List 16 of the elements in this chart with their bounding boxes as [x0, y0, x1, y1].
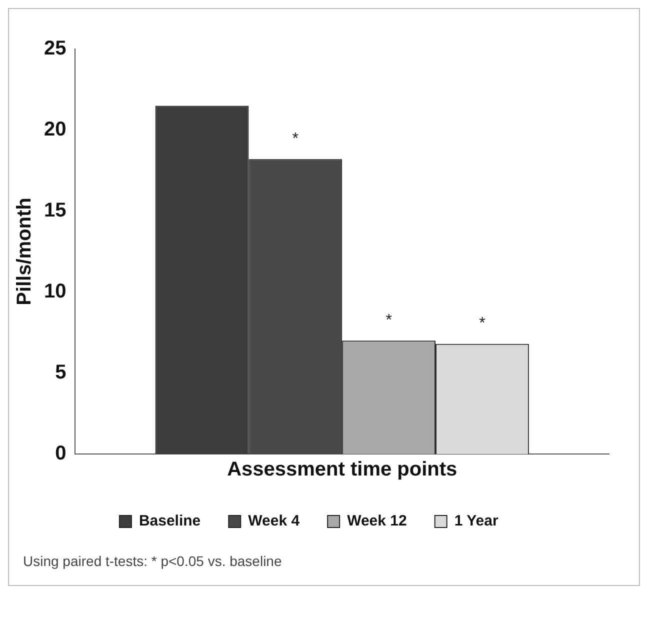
legend-label: Week 4 [248, 512, 300, 530]
y-tick-label: 20 [44, 118, 66, 141]
y-tick-label: 0 [55, 442, 66, 465]
y-axis-title: Pills/month [14, 198, 36, 306]
y-tick-label: 25 [44, 38, 66, 60]
x-axis-title: Assessment time points [227, 458, 458, 481]
text: Using paired t-tests: * p<0.05 vs. baseline [23, 553, 283, 569]
data-label: * [386, 312, 392, 330]
y-tick-label: 5 [55, 362, 66, 384]
y-tick-label: 15 [44, 200, 66, 222]
data-label: * [292, 130, 299, 148]
y-tick-label: 10 [44, 280, 66, 303]
legend-label: Week 12 [347, 512, 407, 530]
data-label: * [479, 315, 486, 332]
legend-label: 1 Year [454, 512, 498, 530]
legend-label: Baseline [138, 512, 201, 530]
